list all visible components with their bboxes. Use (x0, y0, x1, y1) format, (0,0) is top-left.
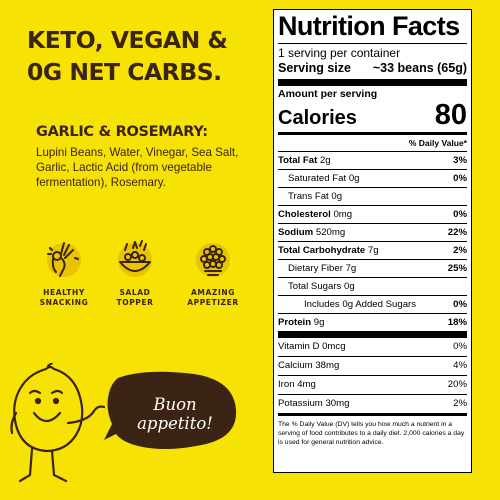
nutrient-row: Total Carbohydrate 7g 2% (278, 241, 467, 259)
lemon-mascot-icon (10, 363, 106, 483)
salad-icon (118, 240, 152, 277)
serving-size-row: Serving size ~33 beans (65g) (278, 60, 467, 76)
amazing-appetizer-label: AMAZING APPETIZER (187, 288, 239, 307)
vitamin-row: Vitamin D 0mcg 0% (278, 341, 467, 352)
nutrient-row: Cholesterol 0mg 0% (278, 205, 467, 223)
headline-line-2: 0G NET CARBS. (27, 58, 222, 86)
nutrient-row: Trans Fat 0g (278, 187, 467, 205)
amount-per-serving: Amount per serving (278, 88, 378, 100)
serving-size-value: ~33 beans (65g) (372, 61, 467, 75)
amazing-appetizer-badge: AMAZING APPETIZER (173, 238, 253, 308)
nutrient-row: Dietary Fiber 7g 25% (278, 259, 467, 277)
healthy-snacking-badge: HEALTHY SNACKING (24, 238, 104, 308)
vitamin-row: Calcium 38mg 4% (278, 356, 467, 375)
headline: KETO, VEGAN & 0G NET CARBS. (27, 24, 247, 88)
salad-topper-label: SALAD TOPPER (116, 288, 154, 307)
nutrient-row: Sodium 520mg 22% (278, 223, 467, 241)
speech-bubble (104, 371, 237, 449)
daily-value-header: % Daily Value* (408, 138, 467, 148)
healthy-snacking-label: HEALTHY SNACKING (39, 288, 89, 307)
nutrient-row: Total Sugars 0g (278, 277, 467, 295)
nutrition-facts-panel: Nutrition Facts 1 serving per container … (273, 9, 472, 473)
nutrient-row: Saturated Fat 0g 0% (278, 169, 467, 187)
calories-label: Calories (278, 107, 357, 129)
vitamins-block: Vitamin D 0mcg 0% Calcium 38mg 4% Iron 4mg… (278, 338, 467, 413)
calories-value: 80 (434, 99, 467, 131)
daily-value-footnote: The % Daily Value (DV) tells you how muc… (278, 421, 465, 446)
vitamin-row: Potassium 30mg 2% (278, 394, 467, 413)
nutrition-facts-title: Nutrition Facts (278, 11, 460, 41)
bowl-of-beans-icon (196, 243, 230, 277)
ingredients-list: Lupini Beans, Water, Vinegar, Sea Salt, … (36, 146, 239, 189)
bubble-line-2: appetito! (137, 414, 213, 433)
ok-hand-icon (47, 242, 81, 277)
salad-topper-badge: SALAD TOPPER (95, 238, 175, 308)
headline-line-1: KETO, VEGAN & (27, 26, 228, 54)
speech-bubble-text: Buon appetito! (120, 395, 230, 433)
vitamin-row: Iron 4mg 20% (278, 375, 467, 394)
flavor-title: GARLIC & ROSEMARY: (36, 124, 208, 140)
nutrient-row: Includes 0g Added Sugars 0% (278, 295, 467, 313)
bubble-line-1: Buon (153, 395, 197, 414)
nutrient-row: Protein 9g 18% (278, 313, 467, 331)
nutrient-row: Total Fat 2g 3% (278, 151, 467, 169)
calories-row: Calories 80 (278, 100, 467, 130)
servings-per-container: 1 serving per container (278, 46, 401, 60)
serving-size-label: Serving size (278, 61, 351, 75)
